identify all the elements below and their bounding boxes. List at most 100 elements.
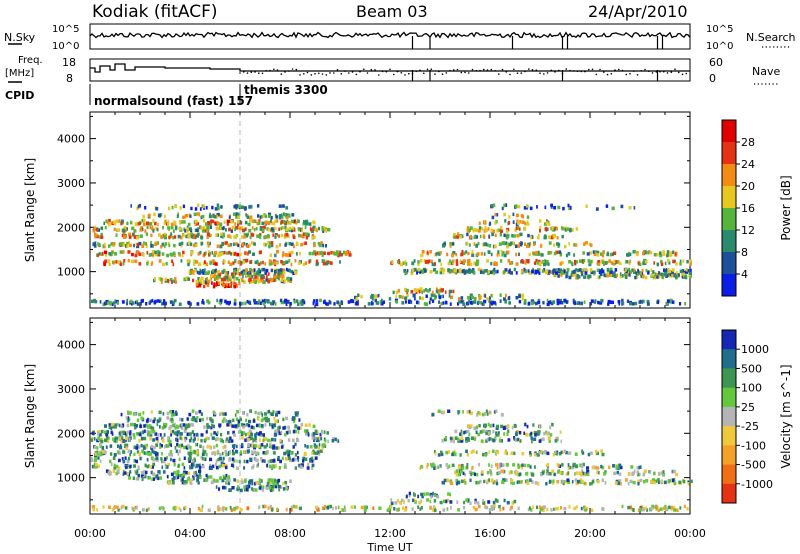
echo-mark bbox=[475, 262, 479, 266]
nave-point bbox=[396, 70, 399, 73]
echo-mark bbox=[184, 214, 188, 218]
echo-mark bbox=[477, 411, 480, 415]
echo-mark bbox=[277, 456, 280, 460]
echo-mark bbox=[410, 290, 414, 294]
echo-mark bbox=[543, 450, 548, 454]
echo-mark bbox=[284, 213, 287, 218]
echo-mark bbox=[211, 251, 214, 255]
echo-mark bbox=[144, 451, 147, 456]
echo-mark bbox=[204, 229, 207, 233]
echo-mark bbox=[613, 274, 617, 278]
echo-mark bbox=[370, 295, 373, 299]
echo-mark bbox=[432, 491, 434, 496]
echo-mark bbox=[500, 229, 503, 233]
echo-mark bbox=[294, 259, 297, 263]
echo-mark bbox=[278, 487, 281, 492]
echo-mark bbox=[298, 233, 301, 238]
echo-mark bbox=[579, 478, 582, 482]
echo-mark bbox=[275, 410, 277, 415]
echo-mark bbox=[178, 463, 180, 468]
echo-mark bbox=[291, 438, 295, 443]
colorbar-segment bbox=[722, 164, 736, 187]
echo-mark bbox=[246, 413, 249, 417]
echo-mark bbox=[171, 423, 174, 428]
echo-mark bbox=[484, 294, 487, 298]
echo-mark bbox=[564, 449, 566, 454]
echo-mark bbox=[295, 299, 299, 303]
echo-mark bbox=[234, 424, 237, 428]
echo-mark bbox=[440, 410, 444, 415]
echo-mark bbox=[128, 235, 132, 239]
echo-mark bbox=[485, 409, 488, 413]
echo-mark bbox=[495, 409, 498, 413]
echo-mark bbox=[275, 261, 278, 265]
echo-mark bbox=[675, 251, 678, 256]
echo-mark bbox=[666, 250, 670, 254]
echo-mark bbox=[345, 250, 348, 255]
echo-mark bbox=[240, 422, 244, 427]
echo-mark bbox=[263, 412, 268, 416]
echo-mark bbox=[435, 252, 438, 256]
echo-mark bbox=[200, 433, 204, 437]
echo-mark bbox=[599, 301, 603, 305]
echo-mark bbox=[284, 225, 287, 230]
echo-mark bbox=[140, 471, 144, 475]
echo-mark bbox=[161, 465, 164, 469]
echo-mark bbox=[174, 422, 176, 427]
echo-mark bbox=[226, 278, 230, 282]
echo-mark bbox=[272, 300, 276, 304]
echo-mark bbox=[499, 233, 502, 237]
echo-mark bbox=[529, 506, 531, 510]
echo-mark bbox=[589, 268, 593, 272]
echo-mark bbox=[514, 228, 517, 232]
echo-mark bbox=[546, 469, 549, 473]
echo-mark bbox=[247, 432, 251, 436]
echo-mark bbox=[120, 433, 123, 437]
echo-mark bbox=[396, 260, 399, 264]
echo-mark bbox=[276, 429, 279, 434]
echo-mark bbox=[111, 250, 114, 254]
echo-mark bbox=[273, 416, 276, 421]
echo-mark bbox=[483, 242, 487, 246]
echo-mark bbox=[104, 250, 108, 254]
echo-mark bbox=[222, 417, 226, 421]
echo-mark bbox=[471, 466, 474, 470]
echo-mark bbox=[275, 481, 279, 486]
echo-mark bbox=[478, 296, 482, 300]
echo-mark bbox=[490, 204, 493, 208]
echo-mark bbox=[637, 508, 640, 512]
echo-mark bbox=[103, 430, 107, 434]
echo-mark bbox=[190, 242, 193, 247]
echo-mark bbox=[337, 253, 340, 258]
echo-mark bbox=[158, 233, 161, 237]
echo-mark bbox=[215, 462, 217, 467]
echo-mark bbox=[243, 228, 246, 233]
echo-mark bbox=[411, 268, 415, 273]
echo-mark bbox=[646, 508, 649, 512]
echo-mark bbox=[621, 504, 624, 509]
echo-mark bbox=[381, 298, 383, 303]
echo-mark bbox=[501, 253, 504, 257]
echo-mark bbox=[636, 252, 639, 257]
echo-mark bbox=[192, 450, 195, 454]
echo-mark bbox=[200, 412, 203, 416]
echo-mark bbox=[214, 221, 217, 225]
echo-mark bbox=[198, 475, 202, 479]
echo-mark bbox=[174, 221, 177, 225]
echo-mark bbox=[574, 472, 576, 476]
echo-mark bbox=[146, 464, 150, 469]
echo-mark bbox=[623, 272, 628, 276]
echo-mark bbox=[198, 213, 201, 217]
echo-mark bbox=[406, 293, 409, 297]
echo-mark bbox=[175, 476, 179, 480]
echo-mark bbox=[475, 235, 478, 239]
echo-mark bbox=[547, 431, 551, 435]
colorbar-tick-label: 28 bbox=[741, 136, 755, 149]
echo-mark bbox=[556, 242, 559, 246]
echo-mark bbox=[207, 222, 211, 226]
echo-mark bbox=[117, 422, 120, 427]
echo-mark bbox=[138, 452, 141, 456]
echo-mark bbox=[525, 204, 528, 208]
echo-mark bbox=[111, 508, 114, 512]
echo-mark bbox=[539, 229, 541, 233]
